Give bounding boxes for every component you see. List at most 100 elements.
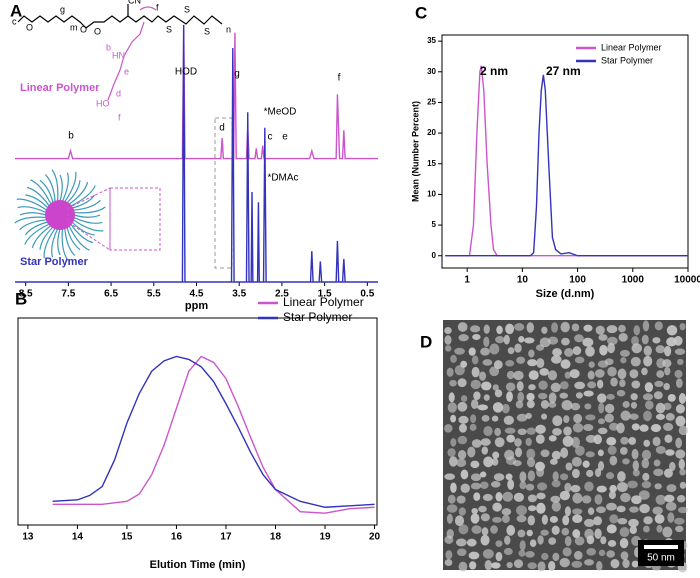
particle: [450, 438, 457, 447]
arm: [43, 227, 56, 259]
particle: [483, 394, 490, 401]
particle: [584, 403, 592, 410]
particle: [675, 415, 686, 427]
x-tick-label: 1: [464, 275, 470, 286]
particle: [470, 513, 480, 524]
particle: [587, 370, 595, 380]
particle: [663, 422, 674, 432]
particle: [526, 529, 533, 537]
particle: [450, 414, 457, 423]
scale-bar: [644, 545, 678, 549]
particle: [573, 550, 583, 560]
particle: [516, 515, 527, 523]
particle: [596, 485, 607, 493]
particle: [457, 322, 468, 332]
particle: [656, 370, 665, 378]
particle: [641, 367, 648, 376]
particle: [519, 471, 527, 483]
particle: [503, 547, 513, 556]
particle: [620, 551, 629, 561]
particle: [643, 410, 652, 422]
particle: [559, 381, 569, 390]
particle: [597, 449, 604, 457]
data-line: [52, 355, 375, 508]
particle: [490, 525, 498, 534]
particle: [676, 495, 686, 503]
particle: [454, 365, 465, 376]
particle: [503, 415, 515, 425]
particle: [674, 348, 686, 355]
particle: [552, 415, 563, 427]
x-axis-label: Elution Time (min): [150, 559, 246, 571]
structure-label: m: [70, 22, 78, 32]
particle: [569, 369, 580, 379]
particle: [586, 548, 597, 556]
particle: [549, 458, 558, 465]
particle: [518, 336, 525, 343]
particle: [574, 536, 585, 546]
pendant: [107, 21, 145, 101]
structure-label: S: [166, 24, 172, 34]
particle: [653, 468, 664, 477]
particle: [597, 427, 608, 435]
particle: [585, 414, 596, 421]
particle: [630, 356, 641, 367]
particle: [675, 449, 686, 459]
particle: [641, 458, 650, 469]
particle: [598, 402, 605, 414]
particle: [552, 428, 562, 436]
particle: [677, 506, 689, 514]
particle: [444, 535, 454, 544]
particle: [501, 508, 512, 516]
particle: [514, 343, 522, 353]
particle: [541, 552, 549, 560]
particle: [491, 562, 501, 569]
particle: [629, 369, 639, 379]
particle: [551, 525, 560, 535]
particle: [547, 370, 558, 381]
particle: [656, 358, 666, 369]
particle: [481, 446, 489, 455]
x-tick-label: 6.5: [104, 289, 118, 300]
particle: [655, 402, 666, 414]
annotation: *MeOD: [264, 107, 297, 118]
particle: [469, 561, 477, 570]
scale-bar-box: [638, 540, 684, 566]
legend-label: Star Polymer: [601, 55, 653, 65]
arm: [17, 206, 47, 214]
structure-label: n: [226, 24, 231, 34]
particle: [471, 507, 478, 515]
panel-label: B: [15, 289, 27, 308]
arm: [14, 216, 47, 224]
arm: [73, 206, 106, 214]
structure-label: f: [156, 2, 159, 12]
particle: [561, 527, 570, 536]
particle: [507, 479, 515, 490]
x-tick-label: 0.5: [360, 289, 374, 300]
particle: [513, 559, 524, 569]
particle: [526, 457, 536, 468]
particle: [456, 495, 466, 504]
particle: [537, 561, 546, 572]
particle: [539, 368, 549, 376]
particle: [596, 506, 606, 514]
particle: [643, 345, 652, 356]
annotation: g: [234, 69, 240, 80]
arm: [30, 179, 52, 205]
y-tick-label: 0: [432, 251, 437, 260]
annotation: Star Polymer: [20, 256, 89, 268]
data-line: [445, 74, 688, 257]
particle: [606, 393, 615, 400]
particle: [607, 540, 617, 547]
particle: [454, 347, 465, 355]
structure-label: f: [118, 112, 121, 122]
x-tick-label: 5.5: [147, 289, 161, 300]
particle: [620, 410, 631, 421]
particle: [572, 492, 583, 504]
particle: [641, 449, 652, 460]
particle: [584, 559, 594, 566]
structure-label: HN: [112, 50, 125, 60]
particle: [643, 439, 651, 447]
particle: [616, 505, 626, 513]
scale-bar-label: 50 nm: [647, 553, 675, 564]
